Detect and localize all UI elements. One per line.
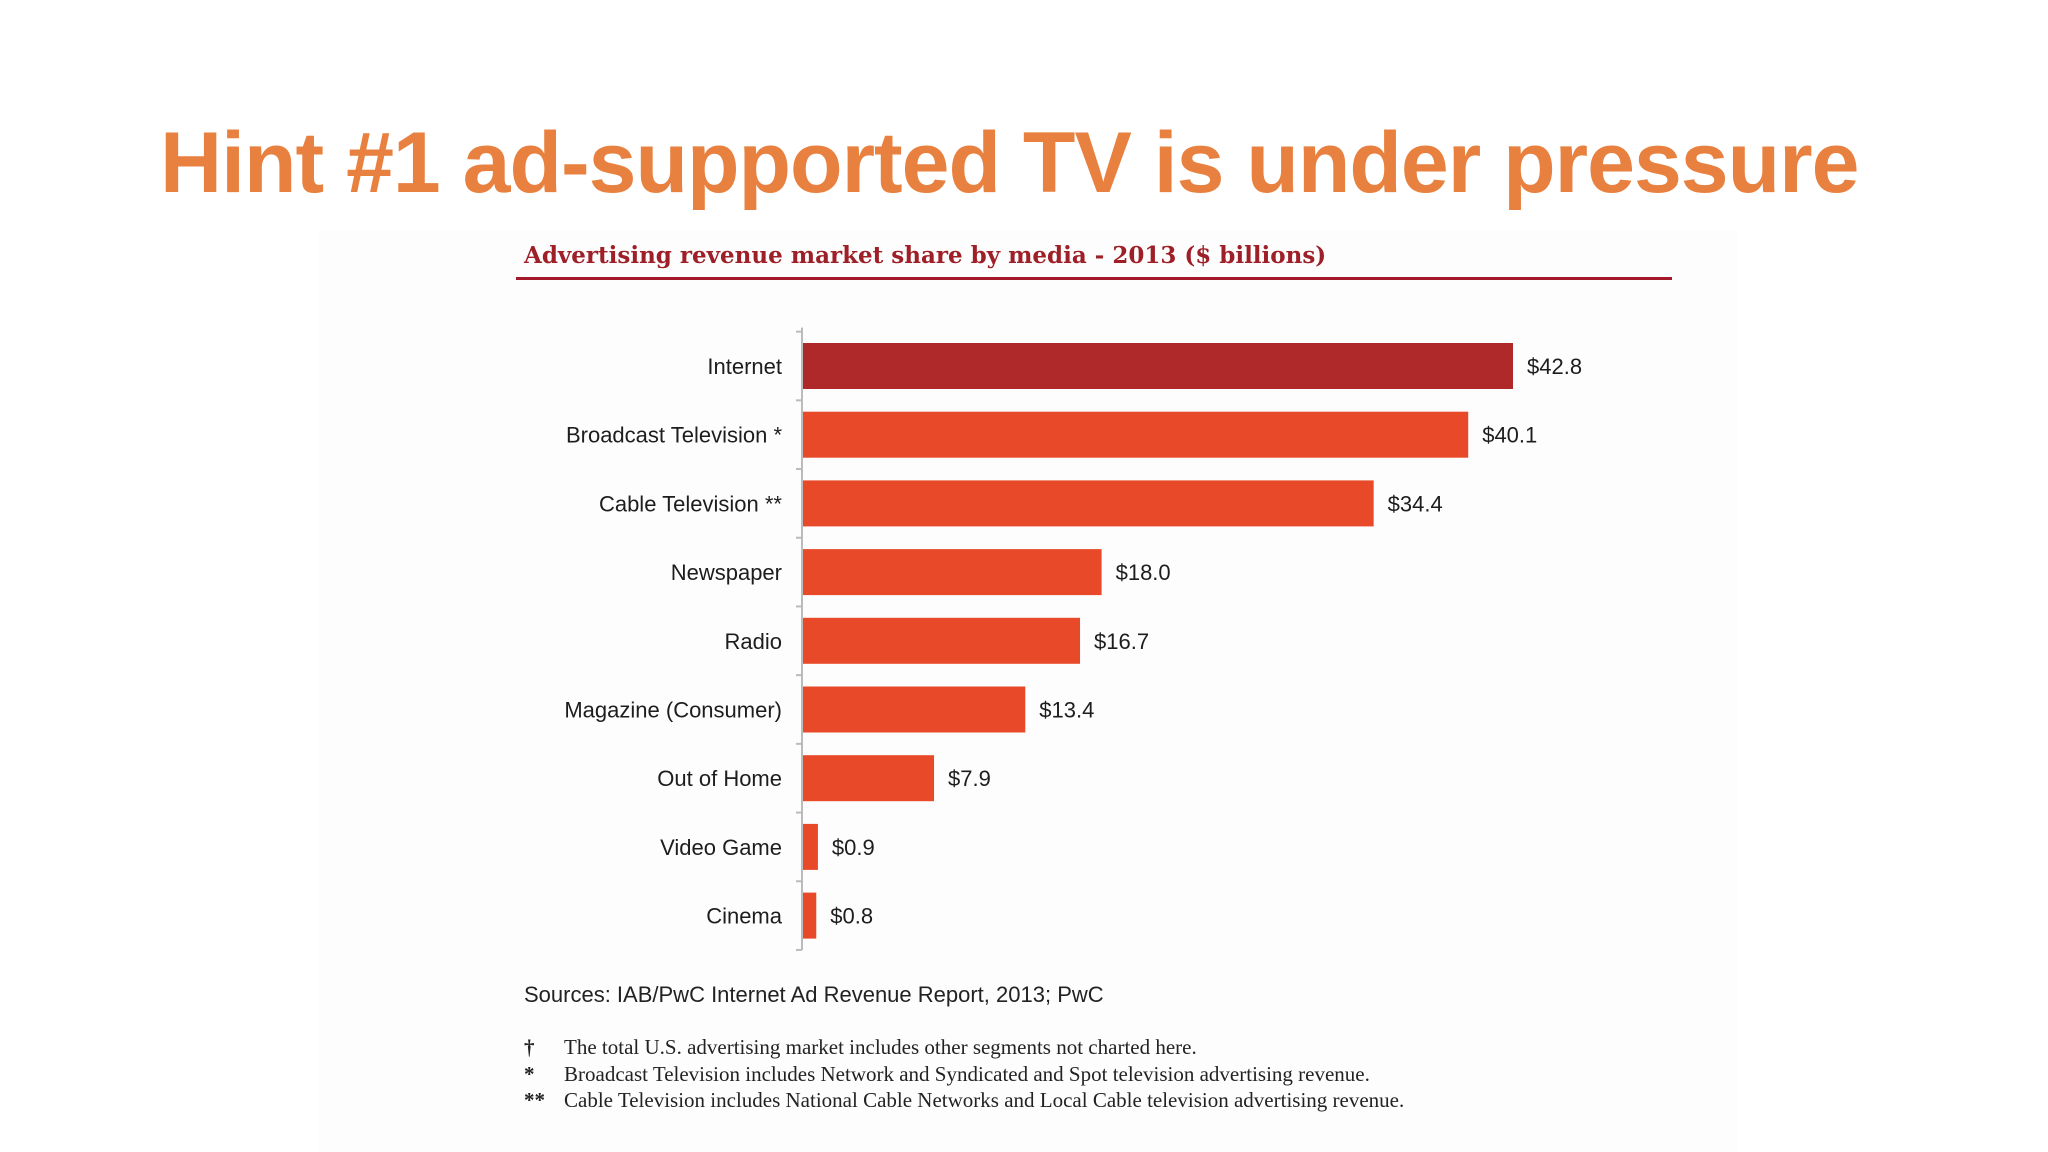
value-label: $0.9 [832,835,875,860]
bar-video-game [803,823,818,870]
value-label: $34.4 [1388,491,1443,516]
value-label: $13.4 [1039,698,1094,723]
category-label: Broadcast Television * [566,423,782,448]
value-label: $7.9 [948,766,991,791]
category-label: Cinema [706,904,783,929]
bar-broadcast-television [803,411,1469,458]
footnote-mark: † [524,1035,535,1059]
value-label: $18.0 [1116,560,1171,585]
footnote-double-asterisk: ** Cable Television includes National Ca… [524,1087,1404,1114]
bar-magazine-consumer [803,686,1026,733]
value-label: $42.8 [1527,354,1582,379]
chart-title-rule [516,277,1672,280]
category-label: Internet [707,354,782,379]
bar-newspaper [803,549,1102,596]
slide-title: Hint #1 ad-supported TV is under pressur… [160,115,1859,211]
value-label: $40.1 [1482,423,1537,448]
footnote-text: Broadcast Television includes Network an… [564,1061,1370,1086]
footnotes: † The total U.S. advertising market incl… [524,1034,1404,1114]
footnote-text: Cable Television includes National Cable… [564,1088,1405,1112]
bar-radio [803,617,1081,664]
bar-out-of-home [803,755,935,802]
category-label: Video Game [660,835,782,860]
sources-note: Sources: IAB/PwC Internet Ad Revenue Rep… [524,982,1104,1007]
category-label: Magazine (Consumer) [564,698,782,723]
category-label: Radio [725,629,782,654]
chart-title: Advertising revenue market share by medi… [524,242,1327,269]
category-label: Newspaper [671,560,782,585]
footnote-dagger: † The total U.S. advertising market incl… [524,1034,1404,1061]
bar-cable-television [803,480,1374,527]
footnote-mark: * [524,1061,535,1086]
footnote-asterisk: * Broadcast Television includes Network … [524,1061,1404,1088]
bar-cinema [803,892,817,939]
footnote-mark: ** [524,1088,545,1112]
bar-internet [803,343,1513,389]
value-label: $16.7 [1094,629,1149,654]
category-label: Cable Television ** [599,491,782,516]
value-label: $0.8 [830,904,873,929]
footnote-text: The total U.S. advertising market includ… [564,1035,1197,1059]
category-label: Out of Home [657,766,782,791]
